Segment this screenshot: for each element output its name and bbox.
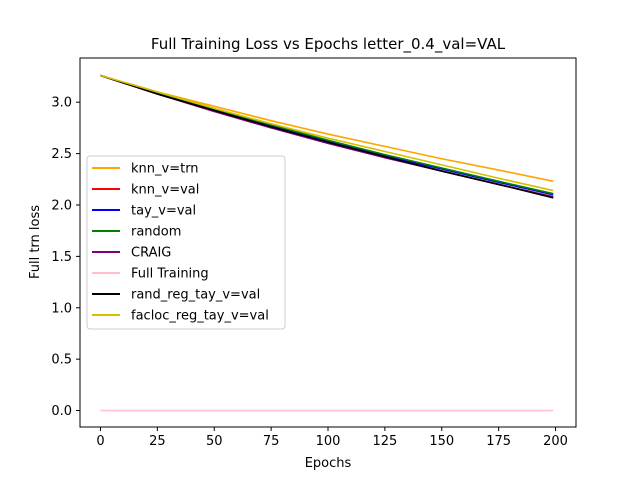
legend-label: facloc_reg_tay_v=val — [131, 309, 269, 324]
plot-frame — [79, 57, 577, 428]
y-tick-label: 2.0 — [51, 198, 72, 213]
y-tick-label: 0.5 — [51, 353, 72, 368]
legend-item-tay-v-val: tay_v=val — [92, 204, 196, 219]
y-axis-label: Full trn loss — [28, 205, 43, 279]
legend-label: rand_reg_tay_v=val — [131, 288, 260, 303]
x-tick-label: 100 — [316, 434, 341, 449]
legend-item-random: random — [92, 225, 181, 240]
x-tick-label: 150 — [429, 434, 454, 449]
legend-box — [86, 155, 286, 330]
legend-label: random — [131, 225, 181, 240]
y-tick-label: 1.5 — [51, 250, 72, 265]
legend-label: knn_v=trn — [131, 162, 199, 177]
series-line-random — [100, 74, 554, 195]
x-tick-label: 50 — [206, 434, 223, 449]
x-tick-label: 125 — [372, 434, 397, 449]
x-axis-label: Epochs — [305, 456, 352, 471]
series-line-rand-reg-tay-v-val — [100, 74, 554, 199]
axis-layer: 0 25 50 75 100 125 150 175 200 0.0 0.5 1.0 1.5 2.0 2.5… — [51, 96, 568, 449]
x-tick-label: 200 — [543, 434, 568, 449]
chart-title: Full Training Loss vs Epochs letter_0.4_… — [151, 35, 506, 54]
legend-label: tay_v=val — [131, 204, 196, 219]
y-tick-label: 3.0 — [51, 96, 72, 111]
legend-item-full-training: Full Training — [92, 267, 209, 282]
y-tick-label: 2.5 — [51, 147, 72, 162]
series-line-facloc-reg-tay-v-val — [100, 74, 554, 192]
x-tick-label: 0 — [96, 434, 104, 449]
legend-item-knn-v-trn: knn_v=trn — [92, 162, 199, 177]
y-tick-label: 1.0 — [51, 301, 72, 316]
legend-item-knn-v-val: knn_v=val — [92, 183, 199, 198]
y-tick-label: 0.0 — [51, 404, 72, 419]
x-tick-label: 175 — [486, 434, 511, 449]
legend-item-facloc-reg-tay-v-val: facloc_reg_tay_v=val — [92, 309, 269, 324]
legend-label: knn_v=val — [131, 183, 199, 198]
legend-label: CRAIG — [131, 246, 171, 261]
legend-item-craig: CRAIG — [92, 246, 171, 261]
x-tick-label: 25 — [149, 434, 166, 449]
legend-label: Full Training — [131, 267, 209, 282]
legend-item-rand-reg-tay-v-val: rand_reg_tay_v=val — [92, 288, 260, 303]
x-tick-label: 75 — [263, 434, 280, 449]
series-layer — [100, 74, 554, 412]
